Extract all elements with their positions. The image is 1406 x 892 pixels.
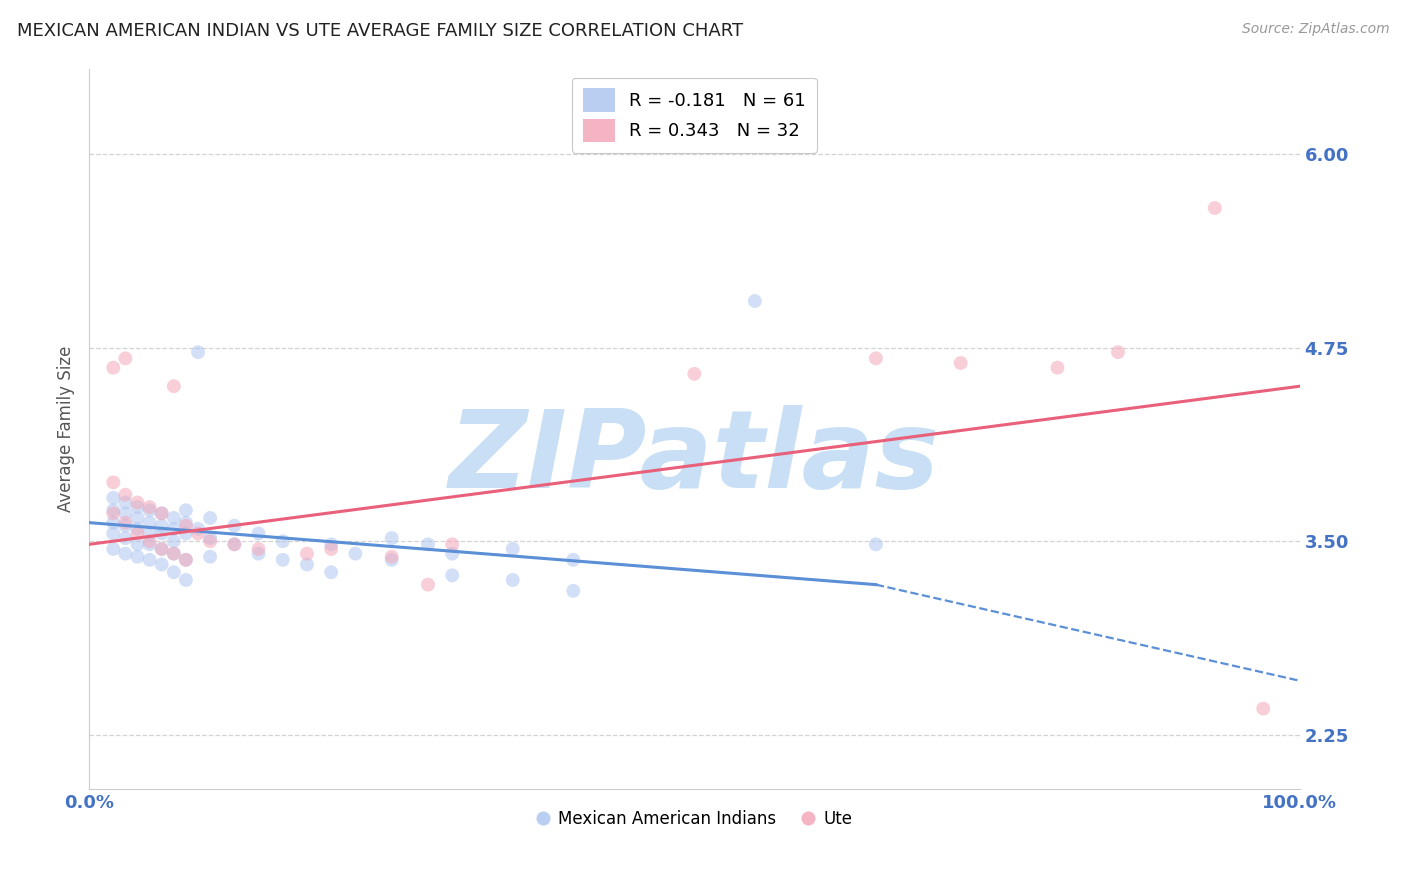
Point [271, 553, 294, 567]
Point [103, 526, 125, 541]
Point [127, 549, 149, 564]
Point [865, 351, 887, 366]
Point [744, 293, 766, 308]
Point [198, 534, 221, 549]
Point [163, 522, 186, 536]
Point [163, 534, 186, 549]
Point [114, 518, 136, 533]
Point [174, 553, 197, 567]
Point [224, 537, 246, 551]
Point [163, 379, 186, 393]
Point [562, 583, 585, 598]
Point [1107, 345, 1129, 359]
Point [138, 526, 160, 541]
Point [127, 522, 149, 536]
Point [247, 547, 270, 561]
Point [187, 522, 209, 536]
Point [138, 534, 160, 549]
Point [163, 566, 186, 580]
Text: MEXICAN AMERICAN INDIAN VS UTE AVERAGE FAMILY SIZE CORRELATION CHART: MEXICAN AMERICAN INDIAN VS UTE AVERAGE F… [17, 22, 742, 40]
Point [502, 573, 524, 587]
Point [224, 537, 246, 551]
Point [198, 531, 221, 545]
Point [174, 526, 197, 541]
Point [114, 488, 136, 502]
Point [187, 526, 209, 541]
Point [103, 541, 125, 556]
Text: ZIPatlas: ZIPatlas [449, 405, 939, 511]
Point [1046, 360, 1069, 375]
Point [321, 541, 343, 556]
Point [271, 534, 294, 549]
Point [163, 511, 186, 525]
Point [138, 537, 160, 551]
Point [174, 553, 197, 567]
Point [1204, 201, 1226, 215]
Point [198, 511, 221, 525]
Point [138, 503, 160, 517]
Point [247, 541, 270, 556]
Point [441, 547, 464, 561]
Point [150, 541, 173, 556]
Point [103, 503, 125, 517]
Point [114, 531, 136, 545]
Point [150, 558, 173, 572]
Point [114, 351, 136, 366]
Point [174, 503, 197, 517]
Point [127, 500, 149, 515]
Point [1251, 701, 1274, 715]
Text: Source: ZipAtlas.com: Source: ZipAtlas.com [1241, 22, 1389, 37]
Point [502, 541, 524, 556]
Point [127, 495, 149, 509]
Point [416, 537, 439, 551]
Point [198, 549, 221, 564]
Point [103, 475, 125, 490]
Point [416, 577, 439, 591]
Point [174, 518, 197, 533]
Point [114, 495, 136, 509]
Point [321, 537, 343, 551]
Legend: Mexican American Indians, Ute: Mexican American Indians, Ute [530, 804, 859, 835]
Point [138, 516, 160, 530]
Point [247, 526, 270, 541]
Point [127, 511, 149, 525]
Point [127, 526, 149, 541]
Point [381, 553, 404, 567]
Point [174, 516, 197, 530]
Point [103, 360, 125, 375]
Point [103, 516, 125, 530]
Point [562, 553, 585, 567]
Point [174, 573, 197, 587]
Point [114, 516, 136, 530]
Point [163, 547, 186, 561]
Point [865, 537, 887, 551]
Point [441, 537, 464, 551]
Point [295, 547, 318, 561]
Point [949, 356, 972, 370]
Point [138, 500, 160, 515]
Point [103, 491, 125, 505]
Point [321, 566, 343, 580]
Point [163, 547, 186, 561]
Point [224, 518, 246, 533]
Point [150, 518, 173, 533]
Point [381, 531, 404, 545]
Point [150, 506, 173, 520]
Point [150, 526, 173, 541]
Point [344, 547, 367, 561]
Point [187, 345, 209, 359]
Point [103, 506, 125, 520]
Point [381, 549, 404, 564]
Point [441, 568, 464, 582]
Point [150, 506, 173, 520]
Point [150, 541, 173, 556]
Point [295, 558, 318, 572]
Y-axis label: Average Family Size: Average Family Size [58, 346, 75, 512]
Point [138, 553, 160, 567]
Point [127, 537, 149, 551]
Point [114, 506, 136, 520]
Point [683, 367, 706, 381]
Point [114, 547, 136, 561]
